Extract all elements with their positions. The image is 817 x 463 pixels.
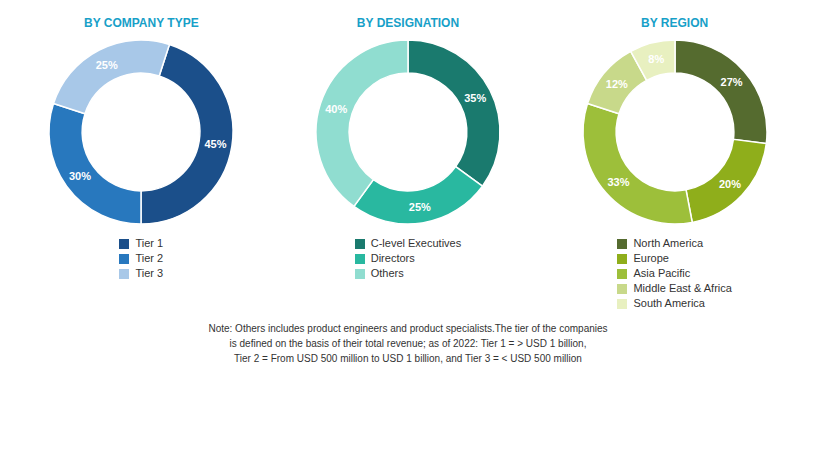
html-text:Europe: Europe xyxy=(633,252,669,264)
svg-text:25%: 25% xyxy=(409,201,431,213)
html-text:is defined on the basis of the: is defined on the basis of their total r… xyxy=(229,338,587,349)
svg-text:33%: 33% xyxy=(607,176,629,188)
html-text:C-level Executives: C-level Executives xyxy=(370,237,462,249)
svg-text:30%: 30% xyxy=(69,170,91,182)
svg-text:8%: 8% xyxy=(648,53,664,65)
html-text:Asia Pacific: Asia Pacific xyxy=(633,267,691,279)
html-text:Directors: Directors xyxy=(370,252,415,264)
html-text:Tier 3: Tier 3 xyxy=(135,267,164,279)
html-text:Others: Others xyxy=(370,267,404,279)
html-text:Note: Others includes product: Note: Others includes product engineers … xyxy=(208,323,608,334)
html-text:BY REGION: BY REGION xyxy=(641,16,709,30)
html-text:Tier 2 = From USD 500 million: Tier 2 = From USD 500 million to USD 1 b… xyxy=(234,353,582,364)
svg-text:27%: 27% xyxy=(720,76,742,88)
html-text:BY DESIGNATION: BY DESIGNATION xyxy=(356,16,460,30)
html-text:South America: South America xyxy=(633,297,705,309)
svg-text:12%: 12% xyxy=(605,78,627,90)
svg-text:40%: 40% xyxy=(325,103,347,115)
html-text:Middle East & Africa: Middle East & Africa xyxy=(633,282,732,294)
svg-text:20%: 20% xyxy=(719,178,741,190)
html-text:BY COMPANY TYPE: BY COMPANY TYPE xyxy=(84,16,199,30)
html-text:North America: North America xyxy=(633,237,704,249)
svg-text:25%: 25% xyxy=(96,59,118,71)
html-text:Tier 1: Tier 1 xyxy=(135,237,164,249)
html-text:Tier 2: Tier 2 xyxy=(135,252,164,264)
svg-text:35%: 35% xyxy=(464,92,486,104)
svg-text:45%: 45% xyxy=(205,138,227,150)
